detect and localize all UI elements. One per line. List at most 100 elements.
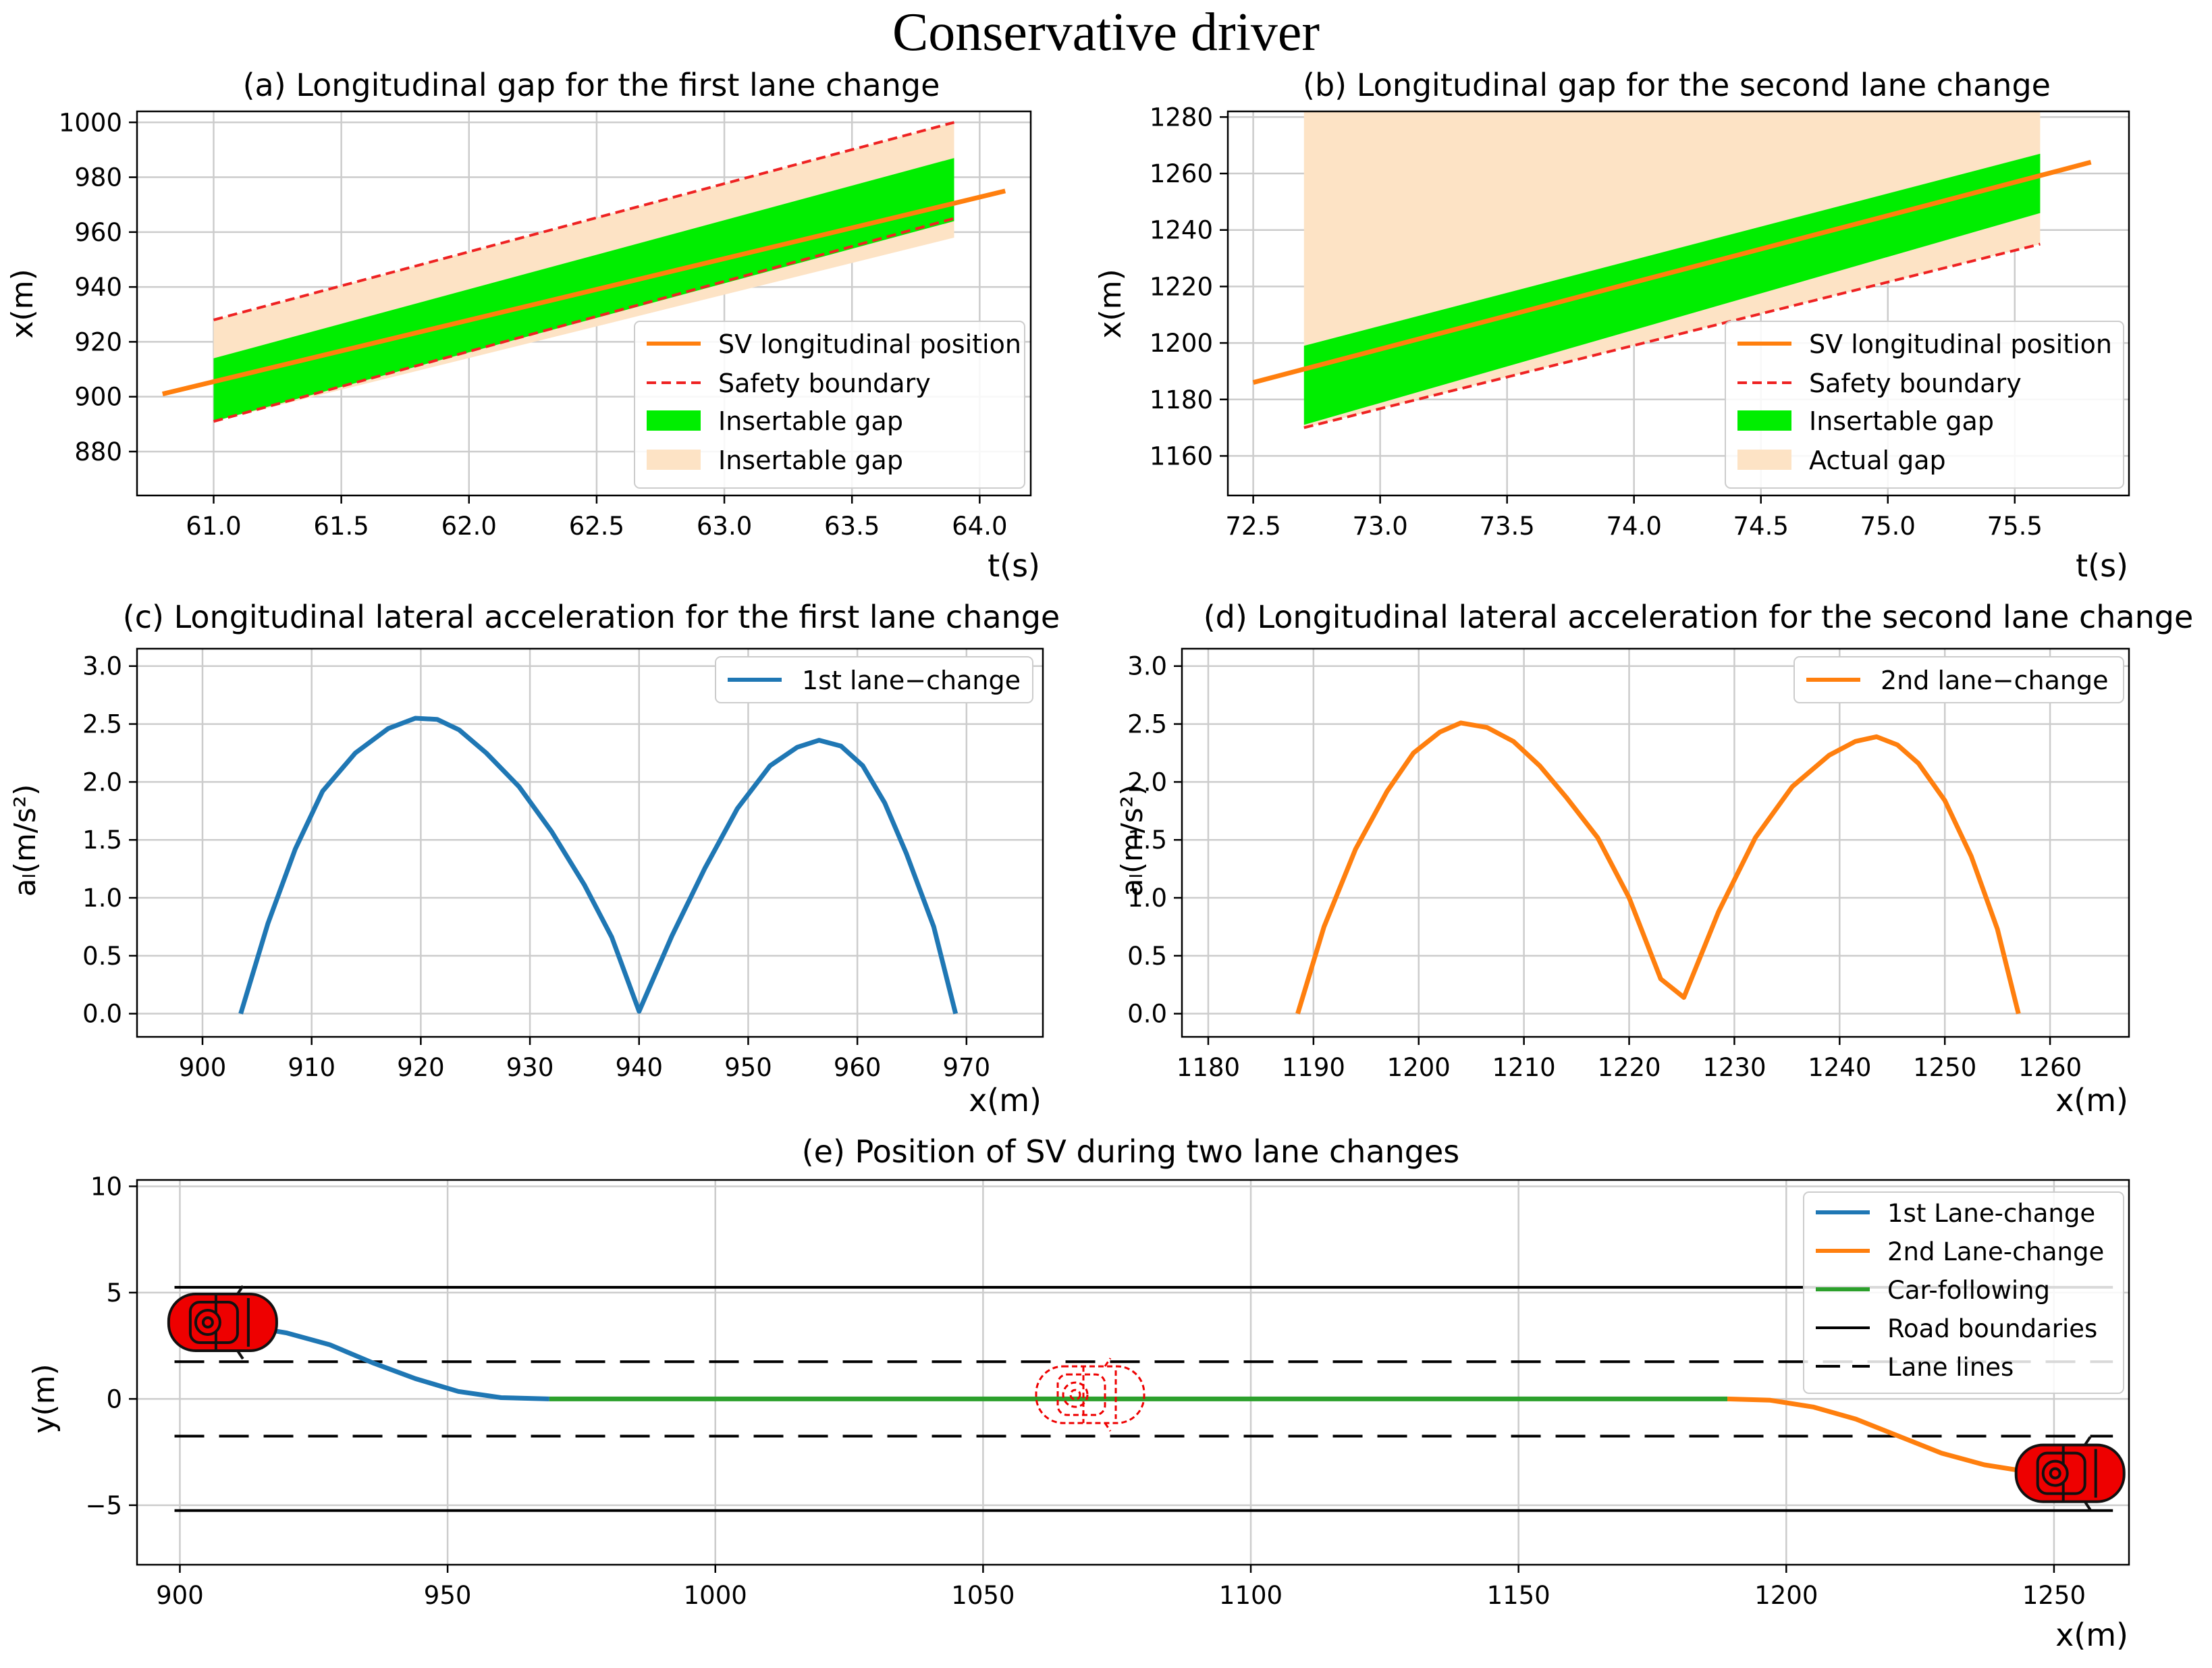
panel-b-xtick-label-3: 74.0	[1606, 512, 1661, 541]
panel-b-xtick-label-5: 75.0	[1860, 512, 1916, 541]
panel-b-xtick-label-1: 73.0	[1352, 512, 1407, 541]
panel-c-legend-label: 1st lane−change	[802, 666, 1021, 695]
panel-d-ytick-label-5: 2.5	[1127, 710, 1167, 739]
panel-e-xtick-label-6: 1200	[1754, 1581, 1818, 1610]
panel-a-safety-boundary-upper	[213, 121, 955, 321]
panel-e-xtick-label-7: 1250	[2022, 1581, 2086, 1610]
panel-e-xtick-label-3: 1050	[951, 1581, 1015, 1610]
panel-c-axes-frame	[136, 647, 1044, 1038]
panel-a-ytick-label-3: 940	[74, 273, 122, 302]
panel-c-xtick-label-0: 900	[179, 1053, 227, 1082]
panel-e-car-body-1	[1035, 1357, 1145, 1432]
panel-b-legend: SV longitudinal position Safety boundary…	[1725, 321, 2124, 489]
panel-d-axes-frame	[1181, 647, 2130, 1038]
panel-d-xtick-label-4: 1220	[1597, 1053, 1661, 1082]
panel-a-ytick-label-2: 920	[74, 327, 122, 356]
panel-d-ytick-label-4: 2.0	[1127, 768, 1167, 797]
panel-c-ytick-label-3: 1.5	[82, 826, 122, 855]
panel-a-bands	[213, 122, 954, 422]
panel-b-ytick-label-5: 1260	[1150, 159, 1213, 188]
panel-a-ticks: 61.0 61.5 62.0 62.5 63.0 63.5 64.0 880 900 920 940…	[59, 108, 1008, 541]
panel-e-car-icon-2	[2014, 1435, 2126, 1511]
panel-b-ytick-label-2: 1200	[1150, 329, 1213, 358]
panel-d-ytick-label-1: 0.5	[1127, 942, 1167, 971]
panel-a-legend-label-actual: Insertable gap	[718, 446, 903, 475]
panel-a-legend: SV longitudinal position Safety boundary…	[634, 321, 1025, 489]
panel-e-car-body-0	[167, 1285, 278, 1360]
panel-b-legend-box	[1725, 321, 2124, 489]
panel-a-xtick-label-1: 61.5	[313, 512, 369, 541]
panel-d-ytick-label-6: 3.0	[1127, 652, 1167, 681]
panel-c-ytick-label-0: 0.0	[82, 1000, 122, 1029]
panel-a-sv-position-line	[161, 188, 1006, 397]
panel-b-xtick-label-4: 74.5	[1733, 512, 1789, 541]
panel-d-legend-label: 2nd lane−change	[1881, 666, 2108, 695]
panel-e-legend-label-carfollow: Car-following	[1887, 1276, 2050, 1305]
panel-e-ytick-label-2: 5	[106, 1279, 122, 1308]
panel-b-xtick-label-6: 75.5	[1987, 512, 2043, 541]
panel-d-ticks: 1180 1190 1200 1210 1220 1230 1240 1250 1260 0.0 0…	[1127, 652, 2082, 1082]
panel-d-xtick-label-7: 1250	[1913, 1053, 1976, 1082]
panel-e-series-1-line	[1727, 1396, 2049, 1476]
panel-e-legend-label-lane: Lane lines	[1887, 1353, 2014, 1382]
panel-c-xtick-label-7: 970	[943, 1053, 991, 1082]
panel-d-xtick-label-6: 1240	[1808, 1053, 1871, 1082]
panel-c-lines	[238, 716, 959, 1015]
panel-d-ytick-label-2: 1.0	[1127, 884, 1167, 913]
panel-a-xtick-label-2: 62.0	[441, 512, 497, 541]
panel-c-xtick-label-1: 910	[288, 1053, 335, 1082]
panel-c-ytick-label-4: 2.0	[82, 768, 122, 797]
panel-a-safety-boundary-lower	[213, 217, 955, 423]
panel-b-sv-position-line	[1252, 159, 2092, 385]
panel-a-ytick-label-5: 980	[74, 163, 122, 192]
panel-e-ytick-label-0: −5	[85, 1491, 122, 1520]
panel-c-xtick-label-6: 960	[834, 1053, 882, 1082]
panel-d-xtick-label-0: 1180	[1177, 1053, 1240, 1082]
panel-d-series-0-line	[1295, 720, 2021, 1015]
panel-b-ticks: 72.5 73.0 73.5 74.0 74.5 75.0 75.5 1160 1180 1200…	[1150, 103, 2043, 541]
panel-d-ylabel: aₗ(m/s²)	[1115, 784, 1150, 897]
panel-b-title: (b) Longitudinal gap for the second lane…	[1303, 67, 2051, 103]
panel-e-xlabel: x(m)	[2055, 1617, 2128, 1653]
panel-d-xtick-label-8: 1260	[2018, 1053, 2082, 1082]
panel-c-xtick-label-2: 920	[397, 1053, 445, 1082]
panel-e-xtick-label-5: 1150	[1487, 1581, 1550, 1610]
panel-d-xtick-label-2: 1200	[1387, 1053, 1451, 1082]
panel-e-car-icon-0	[167, 1285, 278, 1360]
panel-b-xtick-label-0: 72.5	[1225, 512, 1280, 541]
panel-b-legend-swatch-actual	[1737, 450, 1791, 470]
panel-a-ylabel: x(m)	[5, 269, 40, 338]
panel-e-legend-label-1st: 1st Lane-change	[1887, 1199, 2095, 1228]
panel-c-legend: 1st lane−change	[715, 656, 1033, 703]
panel-c-xtick-label-4: 940	[615, 1053, 663, 1082]
panel-a-legend-label-sv: SV longitudinal position	[718, 329, 1021, 359]
panel-a-ytick-label-1: 900	[74, 383, 122, 412]
panel-a-legend-swatch-actual	[647, 450, 701, 470]
panel-a-xtick-label-6: 64.0	[952, 512, 1007, 541]
panel-e-ylabel: y(m)	[27, 1364, 61, 1433]
panel-d-xtick-label-5: 1230	[1702, 1053, 1766, 1082]
panel-e-legend-box	[1803, 1191, 2124, 1394]
panel-a-xtick-label-0: 61.0	[186, 512, 241, 541]
panel-d-xtick-label-3: 1210	[1492, 1053, 1556, 1082]
panel-e-axes-frame	[136, 1179, 2130, 1566]
panel-e-ticks: 900 950 1000 1050 1100 1150 1200 1250 −5 0 5 10	[85, 1172, 2086, 1610]
panel-c-ytick-label-1: 0.5	[82, 942, 122, 971]
panel-e-xtick-label-0: 900	[156, 1581, 204, 1610]
panel-d-legend: 2nd lane−change	[1793, 656, 2124, 703]
panel-e-xtick-label-4: 1100	[1219, 1581, 1283, 1610]
panel-a-xtick-label-5: 63.5	[824, 512, 880, 541]
panel-e-legend: 1st Lane-change 2nd Lane-change Car-foll…	[1803, 1191, 2124, 1394]
panel-b-lines	[1252, 159, 2092, 429]
panel-e-ytick-label-1: 0	[106, 1384, 122, 1414]
panel-e-legend-label-2nd: 2nd Lane-change	[1887, 1237, 2104, 1266]
figure-title: Conservative driver	[892, 3, 1320, 62]
panel-c-title: (c) Longitudinal lateral acceleration fo…	[123, 599, 1060, 635]
panel-c-xtick-label-5: 950	[724, 1053, 772, 1082]
panel-c-ylabel: aₗ(m/s²)	[8, 784, 43, 897]
panel-d-legend-box	[1793, 656, 2124, 703]
panel-a-xlabel: t(s)	[988, 547, 1040, 584]
panel-b-xtick-label-2: 73.5	[1479, 512, 1534, 541]
